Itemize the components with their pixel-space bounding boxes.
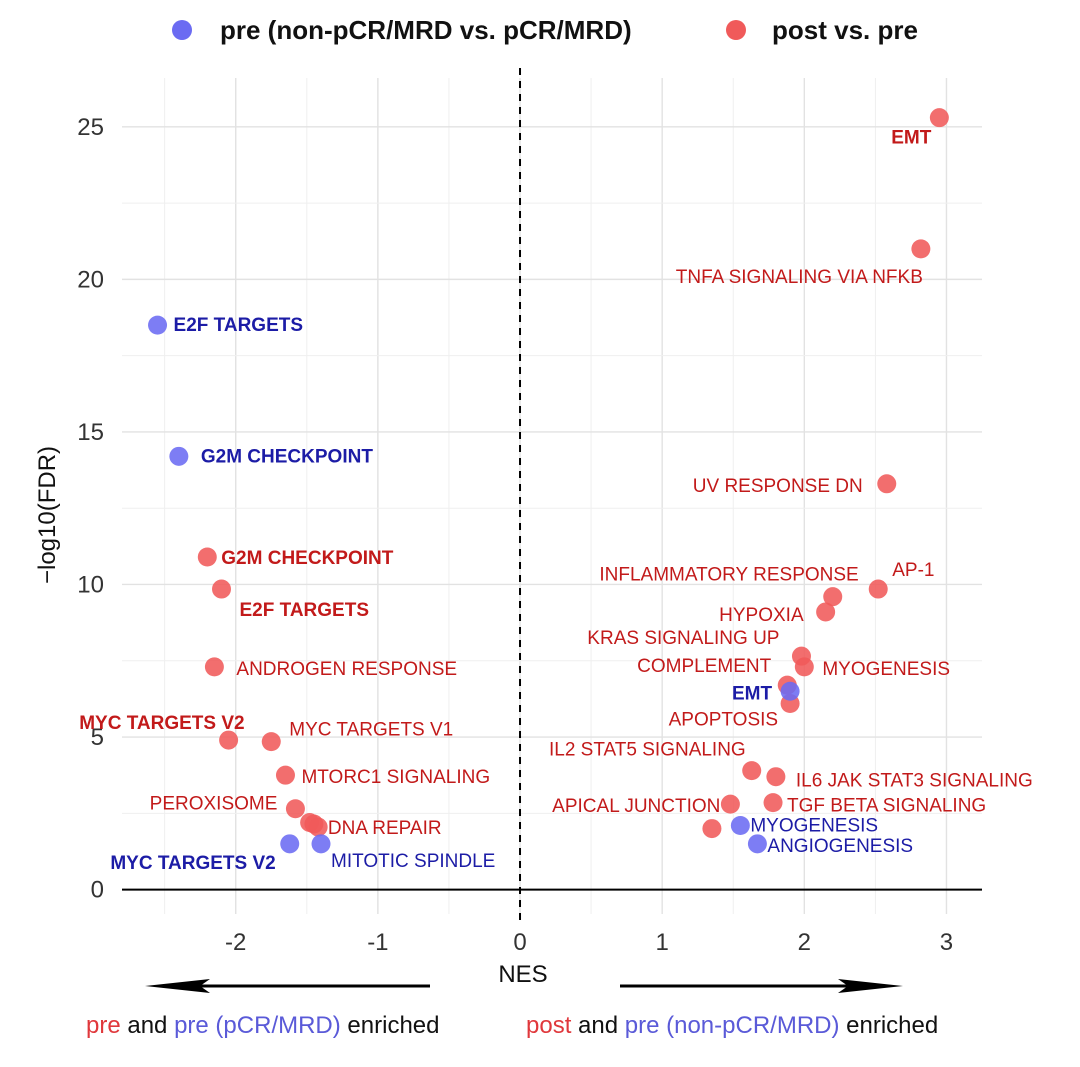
footer-left: pre and pre (pCR/MRD) enriched bbox=[86, 1012, 440, 1039]
x-tick-label: 2 bbox=[798, 929, 811, 956]
y-tick-label: 15 bbox=[77, 419, 104, 446]
data-point bbox=[816, 602, 836, 622]
point-label: MITOTIC SPINDLE bbox=[331, 851, 495, 872]
data-point bbox=[747, 834, 767, 854]
point-label: APICAL JUNCTION bbox=[552, 796, 720, 817]
point-label: ANDROGEN RESPONSE bbox=[236, 659, 457, 680]
data-point bbox=[212, 579, 232, 599]
data-point bbox=[763, 793, 783, 813]
y-tick-label: 5 bbox=[91, 724, 104, 751]
data-point bbox=[702, 819, 722, 839]
point-label: INFLAMMATORY RESPONSE bbox=[599, 565, 858, 586]
y-tick-label: 20 bbox=[77, 266, 104, 293]
point-label: E2F TARGETS bbox=[174, 315, 303, 336]
data-point bbox=[794, 657, 814, 677]
data-point bbox=[730, 816, 750, 836]
point-label: IL2 STAT5 SIGNALING bbox=[549, 740, 746, 761]
point-label: MYC TARGETS V2 bbox=[79, 713, 244, 734]
data-point bbox=[275, 765, 295, 785]
point-labels: EMT TNFA SIGNALING VIA NFKB UV RESPONSE DN… bbox=[79, 128, 1033, 874]
x-tick-label: -1 bbox=[367, 929, 388, 956]
point-label: MTORC1 SIGNALING bbox=[301, 767, 490, 788]
point-label: IL6 JAK STAT3 SIGNALING bbox=[796, 771, 1033, 792]
point-label: MYOGENESIS bbox=[750, 816, 878, 837]
point-label: E2F TARGETS bbox=[240, 600, 370, 621]
data-point bbox=[197, 547, 217, 567]
point-label: TNFA SIGNALING VIA NFKB bbox=[676, 267, 923, 288]
data-point bbox=[742, 761, 762, 781]
point-label: PEROXISOME bbox=[150, 794, 278, 815]
point-label: AP-1 bbox=[892, 560, 934, 581]
point-label: TGF BETA SIGNALING bbox=[787, 796, 986, 817]
x-tick-label: -2 bbox=[225, 929, 246, 956]
data-point bbox=[261, 732, 281, 752]
right-arrow bbox=[620, 979, 903, 993]
legend-label-post: post vs. pre bbox=[772, 15, 918, 45]
legend-dot-post bbox=[726, 20, 746, 40]
point-label: ANGIOGENESIS bbox=[767, 836, 913, 857]
y-axis-title: −log10(FDR) bbox=[34, 446, 61, 584]
point-label: MYC TARGETS V2 bbox=[110, 853, 275, 874]
x-tick-label: 3 bbox=[940, 929, 953, 956]
data-point bbox=[285, 799, 305, 819]
data-point bbox=[823, 587, 843, 607]
point-label: G2M CHECKPOINT bbox=[201, 446, 373, 467]
x-axis-title: NES bbox=[498, 961, 547, 988]
x-tick-label: 1 bbox=[655, 929, 668, 956]
points bbox=[148, 108, 949, 854]
data-point bbox=[204, 657, 224, 677]
point-label: HYPOXIA bbox=[719, 605, 804, 626]
point-label: COMPLEMENT bbox=[637, 656, 771, 677]
data-point bbox=[280, 834, 300, 854]
data-point bbox=[780, 681, 800, 701]
data-point bbox=[308, 817, 328, 837]
data-point bbox=[766, 767, 786, 787]
data-point bbox=[929, 108, 949, 128]
point-label: G2M CHECKPOINT bbox=[221, 548, 393, 569]
y-tick-labels: 0 5 10 15 20 25 bbox=[77, 114, 104, 904]
data-point bbox=[148, 315, 168, 335]
data-point bbox=[720, 794, 740, 814]
left-arrow bbox=[145, 979, 430, 993]
legend-label-pre: pre (non-pCR/MRD vs. pCR/MRD) bbox=[220, 15, 632, 45]
data-point bbox=[311, 834, 331, 854]
legend: pre (non-pCR/MRD vs. pCR/MRD) post vs. p… bbox=[172, 15, 918, 45]
point-label: EMT bbox=[891, 128, 932, 149]
point-label: EMT bbox=[732, 683, 773, 704]
point-label: UV RESPONSE DN bbox=[693, 476, 863, 497]
y-tick-label: 10 bbox=[77, 571, 104, 598]
data-point bbox=[219, 730, 239, 750]
data-point bbox=[911, 239, 931, 259]
x-tick-labels: -2 -1 0 1 2 3 bbox=[225, 929, 953, 956]
y-tick-label: 25 bbox=[77, 114, 104, 141]
legend-dot-pre bbox=[172, 20, 192, 40]
data-point bbox=[169, 446, 189, 466]
data-point bbox=[868, 579, 888, 599]
point-label: APOPTOSIS bbox=[669, 709, 778, 730]
point-label: KRAS SIGNALING UP bbox=[587, 628, 779, 649]
footer-right: post and pre (non-pCR/MRD) enriched bbox=[526, 1012, 938, 1039]
x-tick-label: 0 bbox=[513, 929, 526, 956]
y-tick-label: 0 bbox=[91, 877, 104, 904]
point-label: MYC TARGETS V1 bbox=[289, 720, 453, 741]
data-point bbox=[877, 474, 897, 494]
point-label: DNA REPAIR bbox=[328, 818, 442, 839]
point-label: MYOGENESIS bbox=[822, 659, 950, 680]
